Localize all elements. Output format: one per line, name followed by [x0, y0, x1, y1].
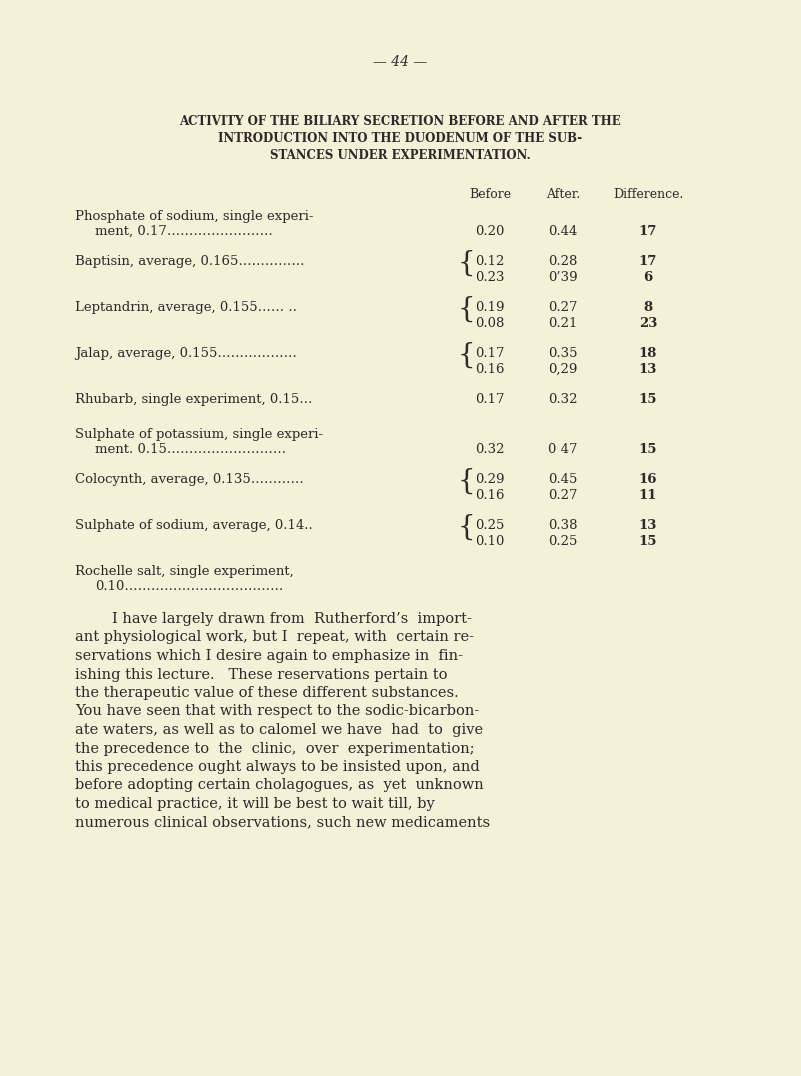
Text: After.: After.	[545, 188, 580, 201]
Text: 0.16: 0.16	[475, 363, 505, 376]
Text: ant physiological work, but I  repeat, with  certain re-: ant physiological work, but I repeat, wi…	[75, 631, 474, 645]
Text: 0.29: 0.29	[475, 473, 505, 486]
Text: numerous clinical observations, such new medicaments: numerous clinical observations, such new…	[75, 816, 490, 830]
Text: 0.17: 0.17	[475, 393, 505, 406]
Text: Phosphate of sodium, single experi-: Phosphate of sodium, single experi-	[75, 210, 313, 223]
Text: {: {	[457, 341, 475, 368]
Text: 0.25: 0.25	[475, 519, 505, 532]
Text: Before: Before	[469, 188, 511, 201]
Text: the precedence to  the  clinic,  over  experimentation;: the precedence to the clinic, over exper…	[75, 741, 475, 755]
Text: ishing this lecture.   These reservations pertain to: ishing this lecture. These reservations …	[75, 667, 448, 681]
Text: 0.28: 0.28	[549, 255, 578, 268]
Text: 0.19: 0.19	[475, 301, 505, 314]
Text: 0.32: 0.32	[475, 443, 505, 456]
Text: 17: 17	[639, 255, 657, 268]
Text: 0.25: 0.25	[549, 535, 578, 548]
Text: I have largely drawn from  Rutherford’s  import-: I have largely drawn from Rutherford’s i…	[75, 612, 472, 626]
Text: Leptandrin, average, 0.155…… ..: Leptandrin, average, 0.155…… ..	[75, 301, 297, 314]
Text: 15: 15	[638, 393, 658, 406]
Text: before adopting certain cholagogues, as  yet  unknown: before adopting certain cholagogues, as …	[75, 779, 484, 793]
Text: the therapeutic value of these different substances.: the therapeutic value of these different…	[75, 686, 459, 700]
Text: 0 47: 0 47	[548, 443, 578, 456]
Text: this precedence ought always to be insisted upon, and: this precedence ought always to be insis…	[75, 760, 480, 774]
Text: INTRODUCTION INTO THE DUODENUM OF THE SUB-: INTRODUCTION INTO THE DUODENUM OF THE SU…	[218, 132, 582, 145]
Text: 0.10: 0.10	[475, 535, 505, 548]
Text: Rhubarb, single experiment, 0.15…: Rhubarb, single experiment, 0.15…	[75, 393, 312, 406]
Text: 0.16: 0.16	[475, 489, 505, 502]
Text: ate waters, as well as to calomel we have  had  to  give: ate waters, as well as to calomel we hav…	[75, 723, 483, 737]
Text: ment, 0.17……………………: ment, 0.17……………………	[95, 225, 273, 238]
Text: 0’39: 0’39	[548, 271, 578, 284]
Text: 15: 15	[638, 535, 658, 548]
Text: 0.27: 0.27	[548, 301, 578, 314]
Text: 0.20: 0.20	[475, 225, 505, 238]
Text: {: {	[457, 467, 475, 495]
Text: Sulphate of potassium, single experi-: Sulphate of potassium, single experi-	[75, 428, 323, 441]
Text: 13: 13	[639, 519, 657, 532]
Text: 13: 13	[639, 363, 657, 376]
Text: 0.08: 0.08	[475, 317, 505, 330]
Text: Colocynth, average, 0.135…………: Colocynth, average, 0.135…………	[75, 473, 304, 486]
Text: 0.45: 0.45	[549, 473, 578, 486]
Text: 0.44: 0.44	[549, 225, 578, 238]
Text: 0,29: 0,29	[549, 363, 578, 376]
Text: 16: 16	[638, 473, 658, 486]
Text: Baptisin, average, 0.165……………: Baptisin, average, 0.165……………	[75, 255, 304, 268]
Text: 17: 17	[639, 225, 657, 238]
Text: {: {	[457, 513, 475, 540]
Text: 15: 15	[638, 443, 658, 456]
Text: ment. 0.15………………………: ment. 0.15………………………	[95, 443, 286, 456]
Text: 0.23: 0.23	[475, 271, 505, 284]
Text: 18: 18	[639, 346, 657, 360]
Text: 23: 23	[639, 317, 657, 330]
Text: 0.10………………………………: 0.10………………………………	[95, 580, 284, 593]
Text: Sulphate of sodium, average, 0.14..: Sulphate of sodium, average, 0.14..	[75, 519, 312, 532]
Text: ACTIVITY OF THE BILIARY SECRETION BEFORE AND AFTER THE: ACTIVITY OF THE BILIARY SECRETION BEFORE…	[179, 115, 621, 128]
Text: STANCES UNDER EXPERIMENTATION.: STANCES UNDER EXPERIMENTATION.	[270, 148, 530, 162]
Text: 0.21: 0.21	[549, 317, 578, 330]
Text: {: {	[457, 296, 475, 323]
Text: You have seen that with respect to the sodic-bicarbon-: You have seen that with respect to the s…	[75, 705, 479, 719]
Text: 0.35: 0.35	[548, 346, 578, 360]
Text: to medical practice, it will be best to wait till, by: to medical practice, it will be best to …	[75, 797, 435, 811]
Text: 6: 6	[643, 271, 653, 284]
Text: 0.27: 0.27	[548, 489, 578, 502]
Text: Rochelle salt, single experiment,: Rochelle salt, single experiment,	[75, 565, 294, 578]
Text: 0.32: 0.32	[548, 393, 578, 406]
Text: servations which I desire again to emphasize in  fin-: servations which I desire again to empha…	[75, 649, 463, 663]
Text: 11: 11	[638, 489, 658, 502]
Text: — 44 —: — 44 —	[373, 55, 427, 69]
Text: 0.38: 0.38	[548, 519, 578, 532]
Text: 0.12: 0.12	[475, 255, 505, 268]
Text: 8: 8	[643, 301, 653, 314]
Text: Jalap, average, 0.155………………: Jalap, average, 0.155………………	[75, 346, 297, 360]
Text: Difference.: Difference.	[613, 188, 683, 201]
Text: 0.17: 0.17	[475, 346, 505, 360]
Text: {: {	[457, 250, 475, 277]
